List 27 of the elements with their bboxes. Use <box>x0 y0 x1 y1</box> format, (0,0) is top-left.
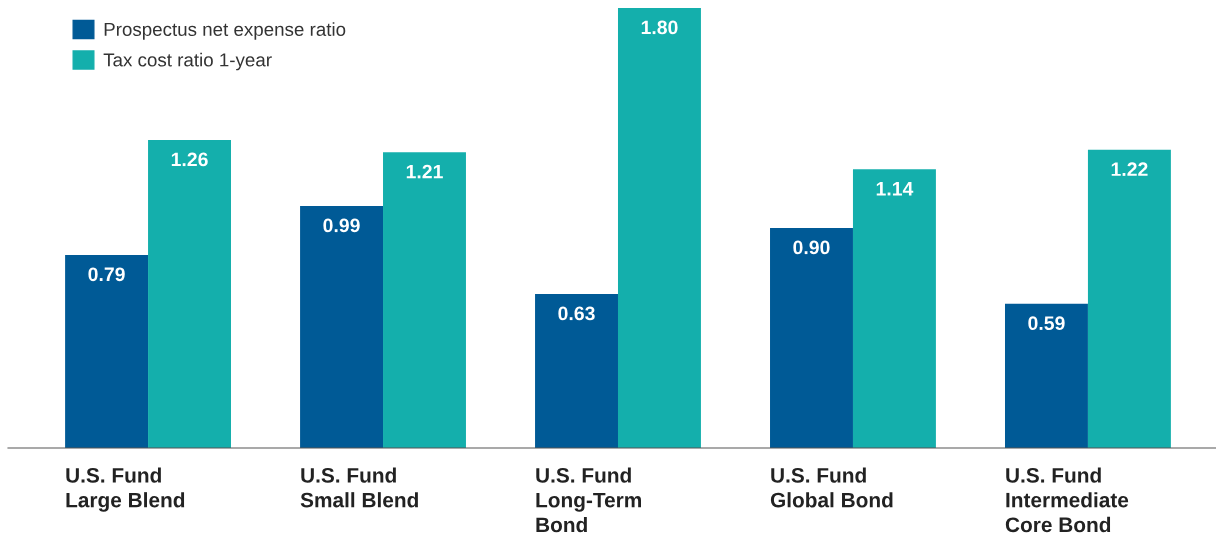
bar <box>300 206 384 448</box>
data-label: 1.22 <box>1111 162 1148 176</box>
x-tick-label: U.S. Fund Large Blend <box>66 467 185 512</box>
x-tick-label: U.S. Fund Long-Term Bond <box>536 467 641 533</box>
data-label: 1.26 <box>171 152 208 167</box>
bar <box>1004 303 1088 448</box>
data-label: 1.14 <box>876 182 914 196</box>
data-label: 1.21 <box>406 164 443 179</box>
bar <box>852 169 936 448</box>
data-label: 0.90 <box>793 240 830 255</box>
bar <box>383 152 466 448</box>
bar <box>148 140 231 448</box>
bar <box>65 254 149 448</box>
x-tick-label: U.S. Fund Small Blend <box>300 467 418 508</box>
data-label: 0.59 <box>1028 316 1065 331</box>
bar <box>1087 149 1171 448</box>
bar <box>535 294 618 448</box>
data-label: 0.79 <box>88 267 125 282</box>
bar <box>770 228 853 448</box>
data-label: 0.99 <box>323 218 360 233</box>
legend-label: Tax cost ratio 1-year <box>103 52 272 71</box>
data-label: 1.80 <box>641 20 678 35</box>
data-label: 0.63 <box>558 306 595 321</box>
legend-label: Prospectus net expense ratio <box>104 22 346 40</box>
bar <box>617 8 701 448</box>
x-tick-label: U.S. Fund Intermediate Core Bond <box>1005 467 1129 533</box>
x-tick-label: U.S. Fund Global Bond <box>770 467 893 508</box>
